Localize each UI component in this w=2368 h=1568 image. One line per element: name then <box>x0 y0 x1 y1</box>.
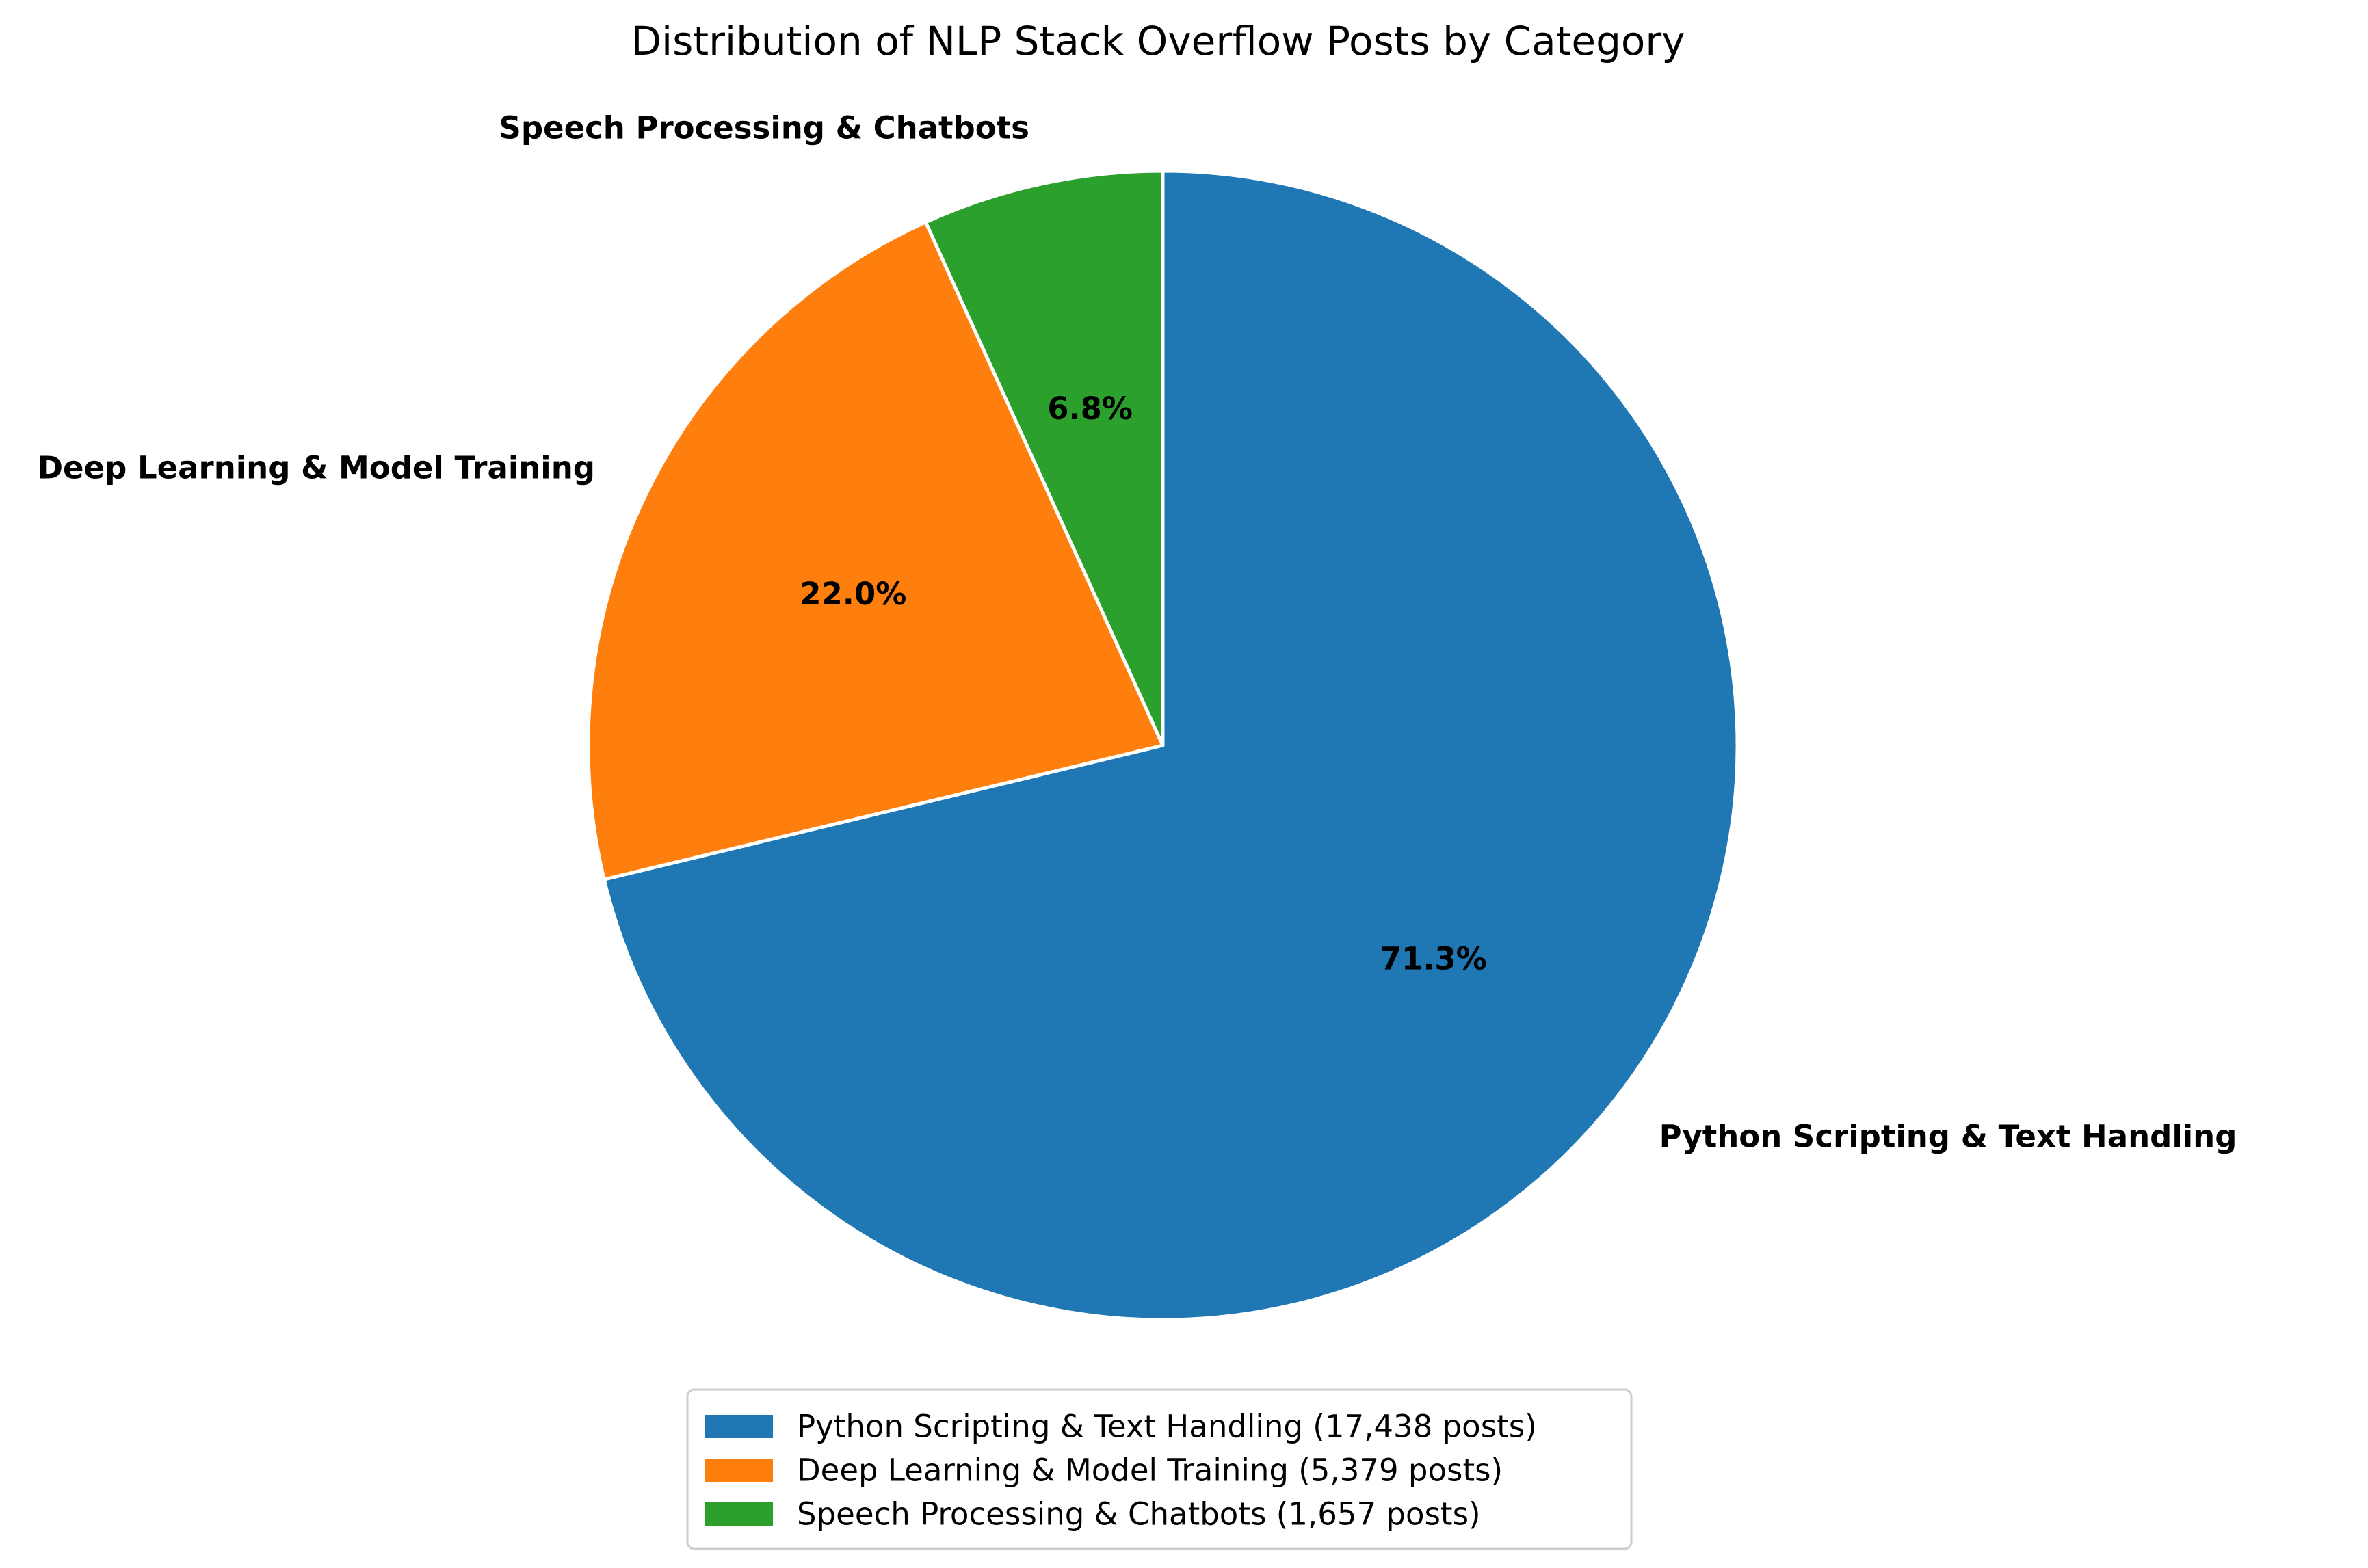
legend-label-python-scripting-and-text-handling: Python Scripting & Text Handling (17,438… <box>797 1409 1537 1445</box>
slice-label-speech-processing-and-chatbots: Speech Processing & Chatbots <box>499 109 1029 146</box>
legend-swatch-speech-processing-and-chatbots <box>705 1502 773 1526</box>
legend-label-speech-processing-and-chatbots: Speech Processing & Chatbots (1,657 post… <box>797 1496 1481 1532</box>
percent-label-speech-processing-and-chatbots: 6.8% <box>1047 390 1133 427</box>
legend-swatch-deep-learning-and-model-training <box>705 1459 773 1482</box>
chart-title: Distribution of NLP Stack Overflow Posts… <box>631 18 1685 64</box>
percent-labels: 71.3% 22.0% 6.8% <box>800 390 1487 977</box>
legend: Python Scripting & Text Handling (17,438… <box>686 1388 1633 1550</box>
percent-label-python-scripting-and-text-handling: 71.3% <box>1380 941 1487 977</box>
pie-slices <box>586 169 1739 1322</box>
percent-label-deep-learning-and-model-training: 22.0% <box>800 576 906 612</box>
pie-slice-deep-learning-and-model-training <box>586 220 1165 881</box>
pie-slice-python-scripting-and-text-handling <box>602 169 1739 1322</box>
legend-frame <box>686 1388 1633 1550</box>
slice-labels: Python Scripting & Text Handling Deep Lea… <box>38 109 2237 1154</box>
pie-slice-speech-processing-and-chatbots <box>923 169 1165 747</box>
legend-entries: Python Scripting & Text Handling (17,438… <box>705 1409 1537 1532</box>
legend-label-deep-learning-and-model-training: Deep Learning & Model Training (5,379 po… <box>797 1452 1503 1489</box>
slice-label-python-scripting-and-text-handling: Python Scripting & Text Handling <box>1659 1119 2237 1155</box>
slice-label-deep-learning-and-model-training: Deep Learning & Model Training <box>38 450 595 486</box>
legend-swatch-python-scripting-and-text-handling <box>705 1415 773 1438</box>
